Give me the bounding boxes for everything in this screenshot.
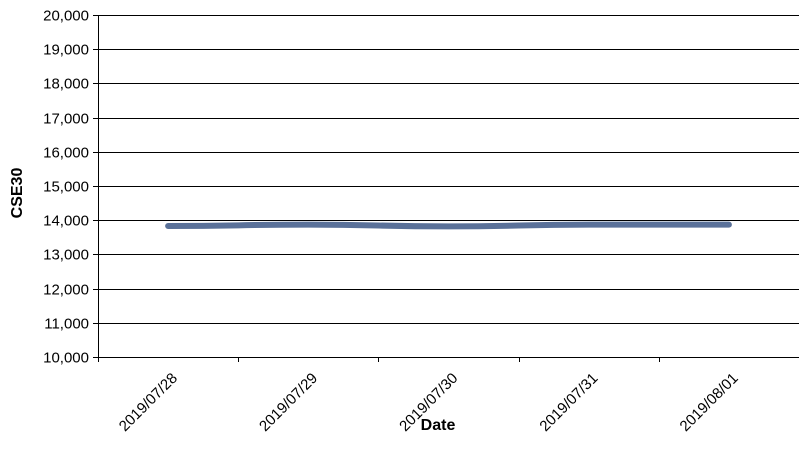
x-tick-label: 2019/08/01 xyxy=(677,370,742,435)
gridlines xyxy=(98,15,799,358)
y-tick-label: 17,000 xyxy=(43,111,89,128)
y-tick-label: 19,000 xyxy=(43,42,89,59)
y-tick-label: 16,000 xyxy=(43,145,89,162)
y-tick-label: 11,000 xyxy=(44,316,89,333)
series-line xyxy=(165,221,732,230)
y-tick-labels: 10,000 11,000 12,000 13,000 14,000 15,000 16,0… xyxy=(43,8,89,367)
y-tick-label: 20,000 xyxy=(43,8,89,25)
axes xyxy=(93,15,660,362)
x-tick-label: 2019/07/31 xyxy=(536,370,601,435)
y-tick-label: 12,000 xyxy=(43,282,89,299)
series-lines xyxy=(165,221,732,230)
y-axis-title: CSE30 xyxy=(9,168,26,219)
y-tick-label: 13,000 xyxy=(43,247,89,264)
y-tick-label: 18,000 xyxy=(43,76,89,93)
x-tick-label: 2019/07/29 xyxy=(256,370,321,435)
y-tick-label: 10,000 xyxy=(43,350,89,367)
y-tick-label: 15,000 xyxy=(43,179,89,196)
x-axis-title: Date xyxy=(421,417,456,434)
x-tick-label: 2019/07/28 xyxy=(116,370,181,435)
y-tick-label: 14,000 xyxy=(43,213,89,230)
